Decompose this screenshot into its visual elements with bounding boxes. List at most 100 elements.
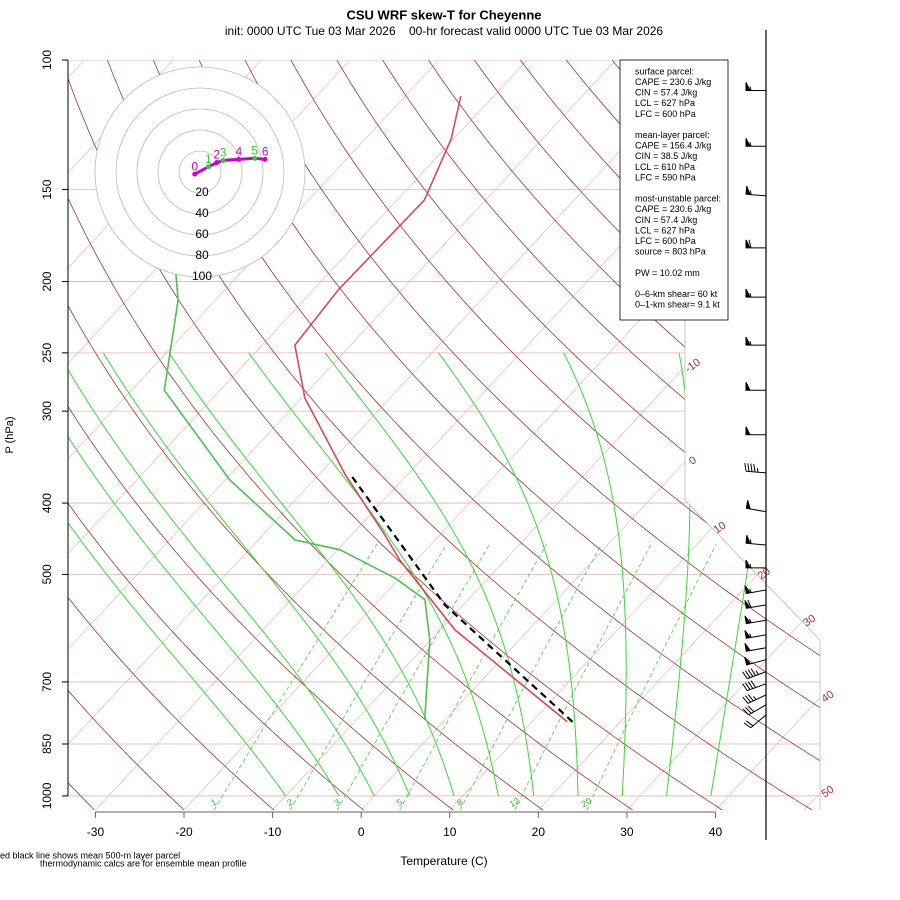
wind-barb (745, 381, 766, 391)
mixing-ratio-line (459, 544, 602, 810)
y-tick-label: 700 (40, 672, 54, 692)
wind-barb (745, 138, 766, 147)
stats-line: 0–1-km shear= 9.1 kt (635, 300, 720, 310)
y-tick-label: 150 (40, 179, 54, 199)
wind-barb (744, 599, 767, 609)
stats-line: LCL = 627 hPa (635, 225, 695, 235)
stats-line: CAPE = 156.4 J/kg (635, 141, 711, 151)
x-tick-label: -30 (87, 825, 105, 839)
x-axis-label: Temperature (C) (400, 854, 487, 868)
mixing-ratio-label: 8 (455, 797, 464, 808)
hodograph-ring-label: 40 (195, 206, 209, 220)
overlays: 1 2 3 5 8 12 20-100102030405010015020025030040… (40, 30, 836, 840)
wind-barb (744, 585, 767, 595)
mixing-ratio-line (289, 544, 447, 810)
hodograph-point (252, 155, 258, 161)
y-tick-label: 400 (40, 493, 54, 513)
y-tick-label: 300 (40, 401, 54, 421)
stats-box (619, 59, 729, 321)
x-tick-label: 0 (358, 825, 365, 839)
stats-line: CIN = 38.5 J/kg (635, 151, 697, 161)
wind-barb (742, 668, 767, 680)
x-tick-label: -10 (264, 825, 282, 839)
dry-adiabat (244, 60, 820, 810)
stats-line: source = 803 hPa (635, 247, 706, 257)
y-axis-label: P (hPa) (4, 416, 16, 453)
isotherm (68, 60, 439, 810)
mixing-ratio-label: 3 (332, 797, 341, 808)
isotherm (68, 60, 705, 810)
dry-adiabat (68, 60, 185, 810)
mixing-ratio-label: 2 (285, 797, 294, 808)
hodograph-height-label: 0 (191, 159, 198, 173)
x-tick-label: -20 (175, 825, 193, 839)
stats-line: LFC = 600 hPa (635, 109, 696, 119)
moist-adiabat (324, 352, 535, 796)
hodograph-point (214, 160, 220, 166)
wind-barb (745, 500, 767, 513)
dry-adiabat (795, 60, 820, 810)
hodograph-point (236, 156, 242, 162)
stats-line: CIN = 57.4 J/kg (635, 88, 697, 98)
dry-adiabat (68, 60, 633, 810)
wind-barb (745, 82, 766, 91)
dry-adiabat (68, 60, 454, 810)
wind-barb (745, 559, 766, 569)
wind-barb (745, 288, 766, 298)
y-tick-label: 100 (40, 50, 54, 70)
hodograph-height-label: 5 (251, 144, 258, 158)
hodograph-ring (136, 108, 264, 236)
stats-line: LFC = 590 hPa (635, 172, 696, 182)
stats-line: LCL = 610 hPa (635, 162, 695, 172)
moist-adiabat (438, 352, 579, 796)
y-tick-label: 250 (40, 343, 54, 363)
isotherm-label: 20 (756, 565, 773, 582)
hodograph-ring (157, 129, 243, 215)
wind-barb (745, 535, 767, 546)
hodograph-ring (178, 150, 222, 194)
dry-adiabat (68, 60, 544, 810)
moist-adiabat (102, 352, 411, 797)
stats-line: surface parcel: (635, 66, 694, 76)
dry-adiabat (290, 60, 820, 810)
wind-barb (742, 680, 767, 692)
dry-adiabat (565, 60, 820, 810)
moist-adiabat (68, 352, 375, 797)
hodograph-ring-label: 100 (192, 269, 212, 283)
wind-barb (745, 336, 766, 346)
hodograph-height-label: 1 (205, 152, 212, 166)
dry-adiabat (703, 60, 820, 810)
mixing-ratio-line (336, 544, 490, 810)
stats-line: LFC = 600 hPa (635, 236, 696, 246)
wind-barb (745, 426, 766, 436)
stats-line: CAPE = 230.6 J/kg (635, 204, 711, 214)
hodograph-height-label: 4 (236, 145, 243, 159)
isotherm-label: 0 (687, 454, 699, 467)
stats-line: mean-layer parcel: (635, 130, 710, 140)
mixing-ratio-line (399, 544, 547, 810)
wind-barb (744, 643, 767, 652)
parcel-line (349, 474, 574, 723)
hodograph-point (262, 156, 268, 162)
chart-title: CSU WRF skew-T for Cheyenne (346, 7, 541, 22)
y-tick-label: 200 (40, 271, 54, 291)
hodograph-ring (115, 87, 285, 257)
dry-adiabat (382, 60, 820, 810)
dry-adiabat (336, 60, 820, 810)
isotherm-label: 30 (801, 612, 818, 629)
x-tick-label: 40 (709, 825, 723, 839)
y-tick-label: 1000 (40, 782, 54, 809)
hodograph-height-label: 6 (262, 145, 269, 159)
wind-barb (742, 704, 767, 716)
stats-line: LCL = 627 hPa (635, 98, 695, 108)
wind-barb (745, 186, 767, 197)
wind-barb (744, 615, 767, 625)
stats-line: PW = 10.02 mm (635, 268, 700, 278)
isotherm-label: 50 (819, 783, 836, 800)
dry-adiabat (198, 60, 820, 810)
dry-adiabat (68, 60, 723, 810)
isotherm (538, 60, 820, 810)
mixing-ratio-label: 20 (580, 796, 594, 810)
hodograph-ring-label: 20 (195, 185, 209, 199)
